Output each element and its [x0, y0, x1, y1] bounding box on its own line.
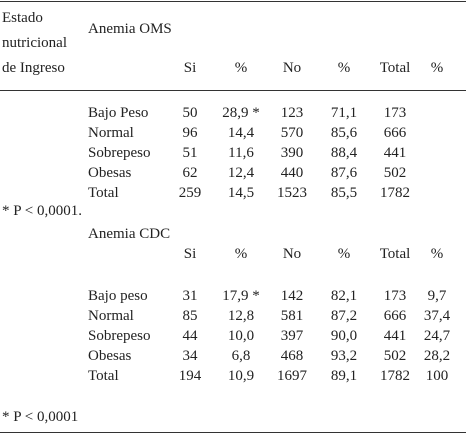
row-label: Normal — [88, 308, 134, 324]
row-label: Sobrepeso — [88, 145, 151, 161]
cell: 666 — [384, 308, 407, 324]
cell: 570 — [281, 125, 304, 141]
cell: 71,1 — [331, 105, 357, 121]
cell: 90,0 — [331, 328, 357, 344]
column-header: Total — [380, 60, 411, 76]
cell: 10,9 — [228, 368, 254, 384]
column-header: Total — [380, 246, 411, 262]
section-title: Anemia OMS — [88, 21, 172, 37]
cell: 9,7 — [428, 288, 447, 304]
column-header: % — [235, 246, 248, 262]
cell: 85,5 — [331, 185, 357, 201]
cell: 37,4 — [424, 308, 451, 324]
row-label: Total — [88, 185, 119, 201]
cell: 397 — [281, 328, 304, 344]
cell: 89,1 — [331, 368, 357, 384]
section-title: Anemia CDC — [88, 226, 170, 242]
row-label-header: Estado — [2, 10, 43, 26]
cell: 62 — [183, 165, 198, 181]
cell: 441 — [384, 328, 407, 344]
cell: 1782 — [380, 185, 410, 201]
cell: 87,2 — [331, 308, 357, 324]
cell: 581 — [281, 308, 304, 324]
footnote: * P < 0,0001 — [2, 409, 78, 425]
row-label-header: de Ingreso — [2, 60, 65, 76]
column-header: No — [283, 60, 301, 76]
cell: 142 — [281, 288, 304, 304]
cell: 440 — [281, 165, 304, 181]
column-header: % — [431, 246, 444, 262]
cell: 87,6 — [331, 165, 358, 181]
column-header: Si — [184, 60, 197, 76]
column-header: Si — [184, 246, 197, 262]
row-label-header: nutricional — [2, 35, 67, 51]
cell: 85 — [183, 308, 198, 324]
cell: 34 — [183, 348, 199, 364]
column-header: No — [283, 246, 301, 262]
column-header: % — [431, 60, 444, 76]
cell: 44 — [183, 328, 199, 344]
cell: 10,0 — [228, 328, 254, 344]
cell: 468 — [281, 348, 304, 364]
cell: 173 — [384, 288, 407, 304]
column-header: % — [338, 60, 351, 76]
column-header: % — [338, 246, 351, 262]
row-label: Bajo peso — [88, 288, 148, 304]
cell: 390 — [281, 145, 304, 161]
row-label: Sobrepeso — [88, 328, 151, 344]
cell: 96 — [183, 125, 199, 141]
cell: 28,9 * — [222, 105, 260, 121]
cell: 51 — [183, 145, 198, 161]
cell: 194 — [179, 368, 202, 384]
row-label: Obesas — [88, 165, 131, 181]
cell: 1782 — [380, 368, 410, 384]
cell: 14,4 — [228, 125, 255, 141]
row-label: Bajo Peso — [88, 105, 148, 121]
cell: 123 — [281, 105, 304, 121]
cell: 173 — [384, 105, 407, 121]
cell: 502 — [384, 165, 407, 181]
cell: 441 — [384, 145, 407, 161]
cell: 12,4 — [228, 165, 255, 181]
cell: 1697 — [277, 368, 308, 384]
column-header: % — [235, 60, 248, 76]
cell: 28,2 — [424, 348, 450, 364]
footnote: * P < 0,0001. — [2, 203, 82, 219]
cell: 502 — [384, 348, 407, 364]
cell: 12,8 — [228, 308, 254, 324]
cell: 100 — [426, 368, 449, 384]
cell: 17,9 * — [222, 288, 260, 304]
cell: 31 — [183, 288, 198, 304]
row-label: Normal — [88, 125, 134, 141]
row-label: Total — [88, 368, 119, 384]
cell: 85,6 — [331, 125, 358, 141]
cell: 666 — [384, 125, 407, 141]
cell: 6,8 — [232, 348, 251, 364]
cell: 88,4 — [331, 145, 358, 161]
cell: 14,5 — [228, 185, 254, 201]
cell: 93,2 — [331, 348, 357, 364]
cell: 24,7 — [424, 328, 451, 344]
cell: 50 — [183, 105, 198, 121]
cell: 1523 — [277, 185, 307, 201]
cell: 259 — [179, 185, 202, 201]
row-label: Obesas — [88, 348, 131, 364]
cell: 11,6 — [228, 145, 254, 161]
cell: 82,1 — [331, 288, 357, 304]
